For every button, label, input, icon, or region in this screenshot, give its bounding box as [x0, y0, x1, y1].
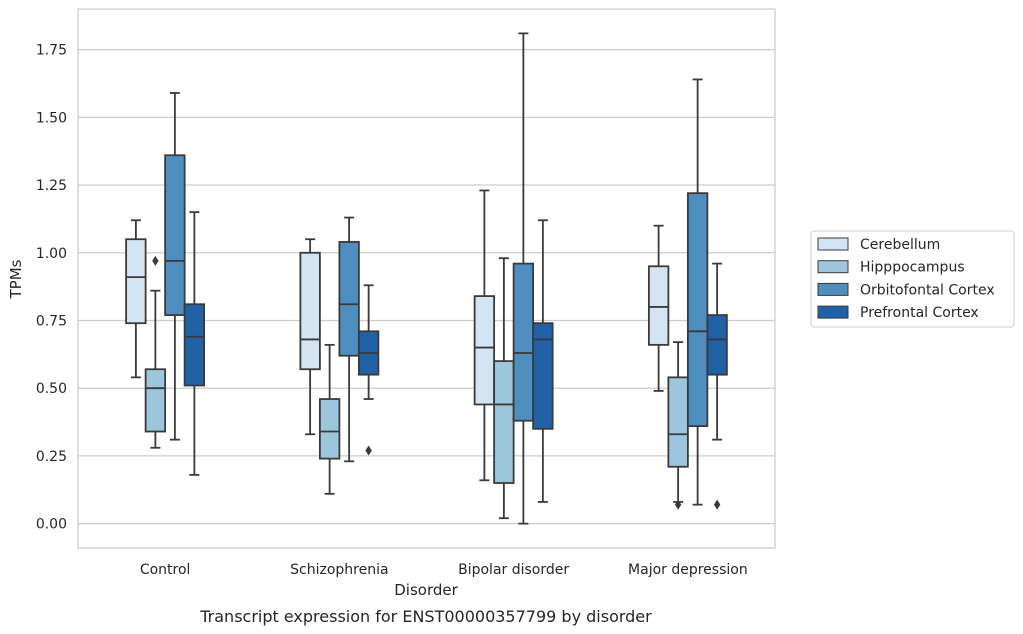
legend-frame [810, 230, 1015, 328]
box-iqr [667, 376, 689, 468]
y-tick-label: 0.75 [36, 313, 67, 329]
legend-label: Orbitofontal Cortex [860, 282, 995, 298]
box-iqr [473, 295, 496, 406]
legend-label: Prefrontal Cortex [860, 305, 979, 321]
box-cerebellum-control [125, 219, 147, 379]
box-orbitofontal-cortex-control [164, 92, 186, 441]
box-orbitofontal-cortex-schizophrenia [338, 216, 360, 463]
box-iqr [299, 251, 321, 371]
box-hipppocampus-major-depression [667, 341, 689, 510]
y-tick-label: 1.00 [36, 246, 67, 262]
y-tick-label: 1.25 [36, 178, 67, 194]
chart-caption: Transcript expression for ENST0000035779… [199, 607, 652, 626]
box-prefrontal-cortex-control [183, 211, 206, 476]
legend-swatch [817, 305, 849, 319]
legend-entries: Cerebellum Hipppocampus Orbitofontal Corte… [817, 237, 995, 321]
legend-swatch [817, 237, 849, 251]
x-tick-label: Major depression [628, 562, 748, 578]
box-hipppocampus-control [144, 255, 167, 449]
outlier-point [365, 445, 372, 456]
box-iqr [125, 238, 147, 325]
x-tick-label: Control [140, 562, 191, 578]
box-prefrontal-cortex-major-depression [706, 262, 728, 510]
outlier-point [152, 255, 159, 266]
plot-frame [77, 8, 776, 549]
x-tick-label: Bipolar disorder [458, 562, 569, 578]
box-iqr [144, 368, 167, 433]
box-prefrontal-cortex-bipolar-disorder [532, 219, 554, 503]
y-tick-label: 1.75 [36, 43, 67, 59]
box-prefrontal-cortex-schizophrenia [357, 284, 380, 456]
x-tick-labels: Control Schizophrenia Bipolar disorder Majo… [140, 562, 748, 578]
box-cerebellum-bipolar-disorder [473, 189, 496, 482]
outlier-point [713, 499, 721, 510]
box-iqr [183, 303, 206, 387]
box-iqr [338, 241, 360, 357]
y-tick-labels: 0.00 0.25 0.50 0.75 1.00 1.25 1.50 1.75 [36, 43, 67, 533]
legend: Cerebellum Hipppocampus Orbitofontal Corte… [810, 230, 1015, 328]
box-iqr [532, 322, 554, 430]
y-tick-label: 1.50 [36, 110, 67, 126]
box-orbitofontal-cortex-major-depression [686, 78, 709, 506]
y-tick-label: 0.00 [36, 517, 67, 533]
box-hipppocampus-schizophrenia [318, 343, 341, 495]
legend-swatch [817, 282, 849, 296]
box-iqr [706, 314, 728, 376]
box-cerebellum-schizophrenia [299, 238, 321, 436]
box-iqr [493, 360, 515, 484]
legend-swatch [817, 260, 849, 274]
box-cerebellum-major-depression [647, 224, 670, 392]
legend-label: Cerebellum [860, 237, 940, 253]
box-iqr [686, 192, 709, 428]
box-iqr [512, 262, 535, 422]
boxes [125, 32, 728, 525]
x-axis-label: Disorder [394, 581, 458, 599]
x-tick-label: Schizophrenia [290, 562, 388, 578]
y-tick-label: 0.25 [36, 449, 67, 465]
y-axis-label: TPMs [7, 259, 25, 299]
y-tick-label: 0.50 [36, 381, 67, 397]
box-iqr [318, 398, 341, 460]
box-iqr [164, 154, 186, 316]
outlier-point [674, 499, 682, 510]
box-iqr [647, 265, 670, 346]
box-hipppocampus-bipolar-disorder [493, 257, 515, 520]
legend-label: Hipppocampus [860, 260, 965, 276]
